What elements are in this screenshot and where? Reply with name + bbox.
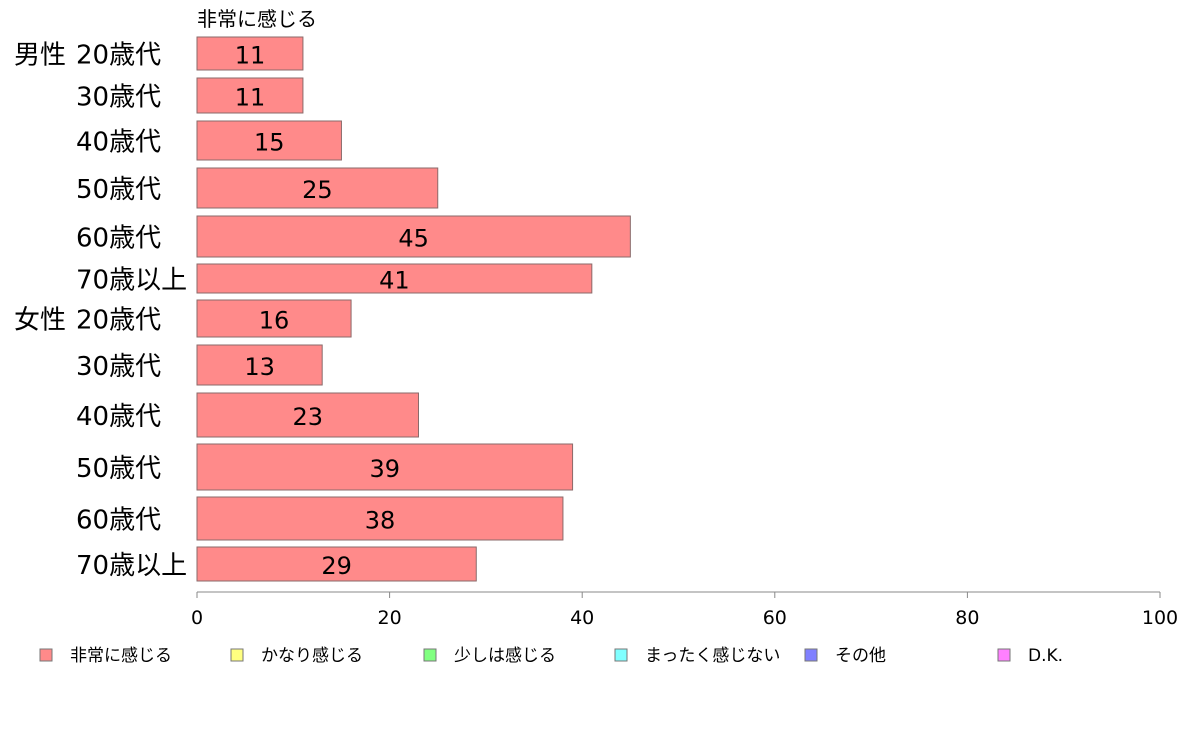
legend-label: まったく感じない	[645, 646, 780, 666]
bar	[196, 215, 631, 258]
category-label: 20歳代	[76, 41, 161, 71]
bar	[196, 120, 342, 161]
x-tick-label: 60	[763, 607, 787, 629]
legend-label: かなり感じる	[261, 646, 363, 666]
x-tick-label: 80	[955, 607, 979, 629]
bar	[196, 496, 564, 541]
data-label: 25	[302, 176, 333, 204]
data-label: 45	[398, 225, 429, 253]
data-label: 38	[365, 507, 396, 535]
category-label: 30歳代	[76, 83, 161, 113]
legend-label: 少しは感じる	[454, 646, 556, 666]
bar	[196, 443, 574, 491]
x-tick-label: 40	[570, 607, 594, 629]
legend-swatch	[804, 648, 818, 662]
data-label: 11	[235, 42, 266, 70]
legend-item: まったく感じない	[614, 646, 780, 666]
data-label: 39	[370, 455, 401, 483]
legend-swatch	[39, 648, 53, 662]
data-label: 41	[379, 267, 410, 295]
bar	[196, 546, 477, 582]
bar	[196, 263, 593, 294]
bar	[196, 392, 419, 438]
bar	[196, 36, 304, 71]
category-label: 20歳代	[76, 306, 161, 336]
category-label: 30歳代	[76, 352, 161, 382]
group-label: 女性	[14, 306, 66, 336]
legend-swatch	[230, 648, 244, 662]
legend-item: 非常に感じる	[39, 646, 172, 666]
legend-label: D.K.	[1028, 646, 1063, 666]
bar	[196, 77, 304, 114]
x-tick-label: 100	[1142, 607, 1178, 629]
bar	[196, 299, 352, 338]
x-tick-label: 20	[378, 607, 402, 629]
data-label: 23	[292, 403, 323, 431]
data-label: 11	[235, 84, 266, 112]
legend-label: 非常に感じる	[70, 646, 172, 666]
legend-label: その他	[835, 646, 886, 666]
category-label: 50歳代	[76, 454, 161, 484]
x-tick-label: 0	[191, 607, 203, 629]
legend-item: 少しは感じる	[423, 646, 556, 666]
data-label: 29	[321, 552, 352, 580]
data-label: 15	[254, 129, 285, 157]
category-label: 60歳代	[76, 224, 161, 254]
data-label: 13	[244, 353, 275, 381]
legend-swatch	[614, 648, 628, 662]
category-label: 70歳以上	[76, 266, 187, 296]
legend-swatch	[997, 648, 1011, 662]
legend-swatch	[423, 648, 437, 662]
legend-item: かなり感じる	[230, 646, 363, 666]
data-label: 16	[259, 307, 290, 335]
category-label: 70歳以上	[76, 551, 187, 581]
legend-item: その他	[804, 646, 886, 666]
category-label: 40歳代	[76, 402, 161, 432]
category-label: 60歳代	[76, 506, 161, 536]
bar	[196, 344, 323, 386]
bar	[196, 167, 439, 209]
category-label: 50歳代	[76, 175, 161, 205]
legend-item: D.K.	[997, 646, 1063, 666]
group-label: 男性	[14, 41, 66, 71]
series-header: 非常に感じる	[197, 7, 317, 31]
category-label: 40歳代	[76, 128, 161, 158]
